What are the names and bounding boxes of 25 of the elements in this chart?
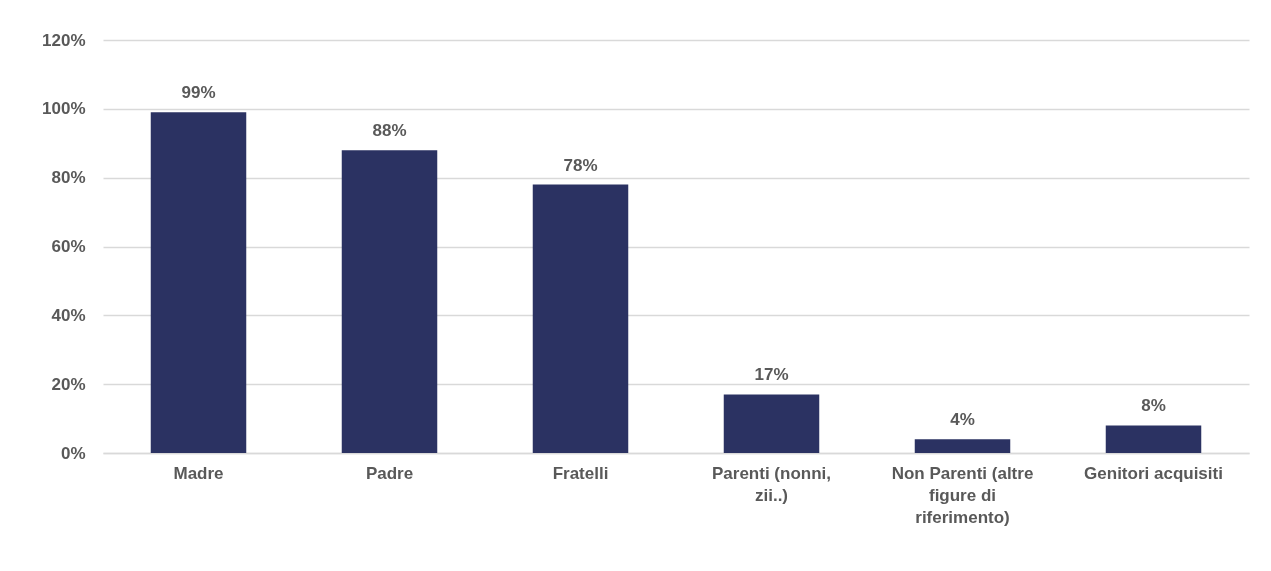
y-tick-label: 100% [42, 99, 86, 119]
y-tick-label: 40% [51, 305, 86, 325]
y-tick-label: 80% [51, 168, 86, 188]
y-tick-label: 0% [60, 443, 86, 463]
bar [723, 394, 820, 453]
y-tick-label: 20% [51, 374, 86, 394]
bar [150, 112, 247, 453]
data-label: 17% [754, 365, 789, 385]
data-label: 8% [1141, 396, 1166, 416]
x-tick-label: Padre [365, 463, 414, 483]
x-tick-label: Fratelli [552, 463, 609, 483]
y-tick-label: 120% [42, 30, 86, 50]
bar [1105, 425, 1202, 453]
x-tick-label: Non Parenti (altre figure di riferimento) [891, 463, 1034, 527]
data-label: 78% [563, 155, 598, 175]
x-tick-label: Parenti (nonni, zii..) [712, 463, 831, 505]
data-label: 4% [950, 410, 975, 430]
x-tick-label: Genitori acquisiti [1084, 463, 1223, 483]
bar [914, 439, 1011, 453]
bar [341, 150, 438, 453]
x-tick-label: Madre [173, 463, 224, 483]
bar [532, 184, 629, 453]
y-tick-label: 60% [51, 237, 86, 256]
data-label: 88% [372, 121, 407, 141]
data-label: 99% [181, 83, 216, 103]
